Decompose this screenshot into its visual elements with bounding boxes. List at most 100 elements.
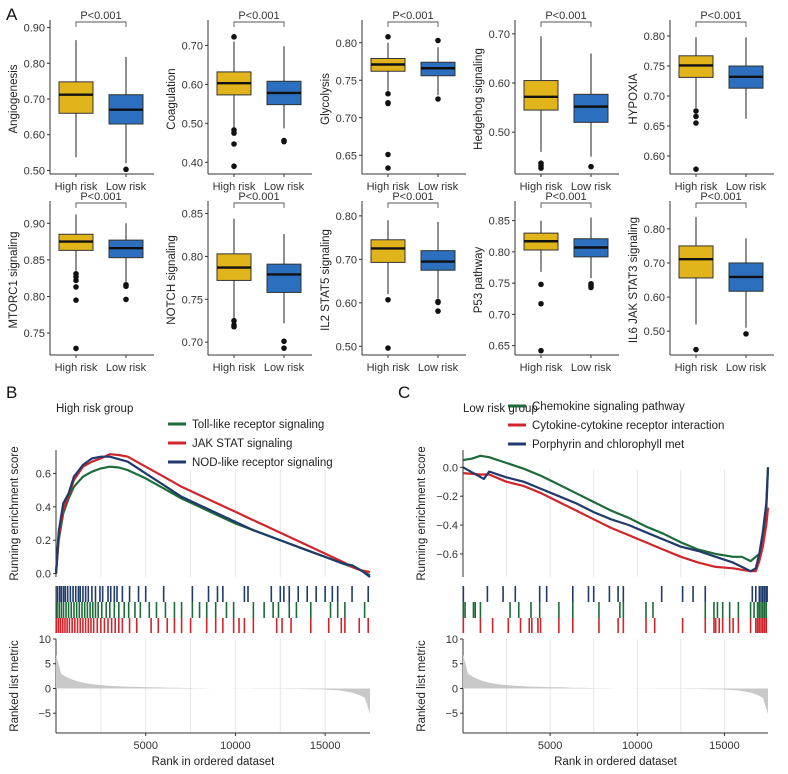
y-tick-label: 0.85 (24, 255, 45, 267)
legend-label: Porphyrin and chlorophyll met (532, 439, 685, 451)
y-tick-label: 0.90 (24, 218, 45, 230)
y-tick-label: 0.60 (644, 151, 665, 163)
y-axis-label-bottom: Ranked list metric (9, 640, 21, 732)
gsea-plot-b: High risk group 0.0 0.2 0.4 0.6 Running enric… (9, 403, 371, 768)
y-tick-label: 0.60 (336, 298, 357, 310)
outlier-point (693, 108, 699, 114)
y-tick-label: 0.60 (489, 78, 510, 90)
x-tick-label: Low risk (418, 181, 459, 193)
y-tick-label: 0.50 (336, 341, 357, 353)
outlier-point (538, 165, 544, 171)
y-tick-label: 0.70 (489, 29, 510, 41)
y-axis-label: Coagulation (166, 68, 178, 129)
y-tick-label: 0.6 (36, 468, 51, 480)
x-tick-label: 5000 (538, 740, 562, 752)
outlier-point (281, 338, 287, 345)
p-value-annotation: P<0.001 (700, 10, 741, 22)
outlier-point (385, 100, 391, 107)
y-tick-label: 0.75 (489, 278, 510, 290)
p-value-annotation: P<0.001 (238, 10, 279, 22)
outlier-point (588, 284, 594, 291)
y-tick-label: 0.70 (24, 94, 45, 106)
x-tick-label: 5000 (133, 740, 157, 752)
y-tick-label: 5 (452, 659, 458, 671)
outlier-point (73, 297, 79, 303)
es-line-red (54, 453, 371, 574)
y-axis-label-top: Running enrichment score (416, 446, 428, 580)
y-tick-label: 0.75 (182, 294, 203, 306)
legend-label: NOD-like receptor signaling (192, 457, 333, 469)
box-high-risk (678, 245, 714, 279)
es-line-green (462, 454, 770, 563)
significance-bracket (233, 21, 285, 27)
y-tick-label: 0.60 (182, 79, 203, 91)
box-low-risk (573, 93, 609, 123)
x-tick-label: High risk (213, 181, 256, 193)
y-tick-label: 0.70 (336, 254, 357, 266)
x-tick-label: Low risk (726, 181, 767, 193)
outlier-point (231, 34, 237, 40)
es-line-navy (54, 455, 371, 578)
significance-bracket (695, 202, 747, 208)
boxplot-hypoxia: 0.60 0.65 0.70 0.75 0.80 HYPOXIA High risk Low … (628, 10, 774, 193)
y-tick-label: 0.80 (24, 58, 45, 70)
outlier-point (123, 166, 129, 173)
panel-label-a: A (6, 5, 18, 24)
boxplot-mtorc1-signaling: 0.75 0.80 0.85 0.90 MTORC1 signaling High ris… (8, 191, 154, 374)
significance-bracket (540, 202, 592, 208)
x-tick-label: 10000 (622, 740, 653, 752)
x-tick-label: Low risk (264, 181, 305, 193)
y-tick-label: 0.85 (489, 216, 510, 228)
panel-label-b: B (6, 383, 17, 402)
y-tick-label: 0.60 (644, 292, 665, 304)
y-tick-label: −0.4 (436, 520, 458, 532)
x-tick-label: High risk (675, 362, 718, 374)
y-axis-label: Hedgehog signaling (473, 48, 485, 150)
y-tick-label: 0.80 (336, 38, 357, 50)
x-tick-label: High risk (55, 362, 98, 374)
es-line-red (462, 472, 770, 573)
x-axis-label: Rank in ordered dataset (152, 756, 276, 768)
y-axis-label: HYPOXIA (628, 73, 640, 124)
y-tick-label: 0.75 (24, 328, 45, 340)
y-tick-label: 0 (452, 683, 458, 695)
y-tick-label: 0.65 (489, 341, 510, 353)
outlier-point (385, 90, 391, 97)
p-value-annotation: P<0.001 (392, 191, 433, 203)
y-tick-label: 0.70 (644, 258, 665, 270)
group-title: High risk group (56, 403, 133, 415)
y-tick-label: 5 (45, 659, 51, 671)
y-tick-label: 0.80 (336, 211, 357, 223)
outlier-point (73, 345, 79, 352)
y-tick-label: 0.70 (644, 91, 665, 103)
y-tick-label: 0.70 (182, 40, 203, 52)
legend-label: JAK STAT signaling (192, 438, 292, 450)
p-value-annotation: P<0.001 (392, 10, 433, 22)
outlier-point (693, 346, 699, 353)
x-tick-label: Low risk (418, 362, 459, 374)
x-tick-label: High risk (55, 181, 98, 193)
y-tick-label: 0.50 (24, 165, 45, 177)
x-tick-label: High risk (367, 181, 410, 193)
x-tick-label: 15000 (310, 740, 341, 752)
y-tick-label: 0.75 (644, 61, 665, 73)
outlier-point (385, 33, 391, 40)
y-tick-label: 0.4 (36, 502, 51, 514)
outlier-point (231, 323, 237, 330)
outlier-point (123, 283, 129, 290)
legend-label: Chemokine signaling pathway (532, 401, 685, 413)
significance-bracket (75, 21, 127, 27)
significance-bracket (387, 21, 439, 27)
y-tick-label: −5 (38, 708, 51, 720)
box-high-risk (370, 239, 406, 263)
significance-bracket (387, 202, 439, 208)
x-tick-label: Low risk (106, 362, 147, 374)
y-tick-label: 0.70 (182, 337, 203, 349)
y-tick-label: 0.0 (443, 462, 458, 474)
y-axis-label: MTORC1 signaling (8, 232, 20, 329)
y-axis-label: IL2 STAT5 signaling (320, 229, 332, 331)
p-value-annotation: P<0.001 (700, 191, 741, 203)
y-tick-label: −5 (445, 708, 458, 720)
y-tick-label: −0.2 (436, 491, 458, 503)
